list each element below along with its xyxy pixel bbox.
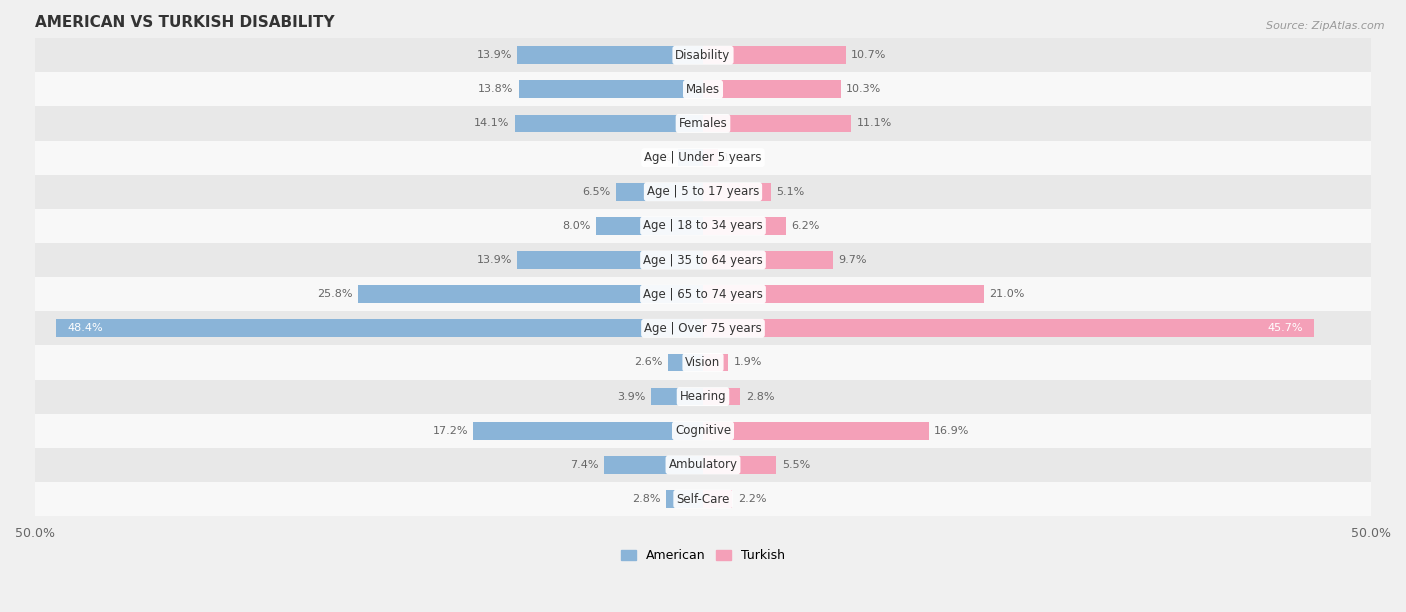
Text: Ambulatory: Ambulatory (668, 458, 738, 471)
Bar (605, 456, 703, 474)
Text: 11.1%: 11.1% (856, 119, 891, 129)
Text: Females: Females (679, 117, 727, 130)
Text: Vision: Vision (685, 356, 721, 369)
Text: 1.9%: 1.9% (644, 152, 672, 163)
Bar (703, 319, 1313, 337)
Text: Hearing: Hearing (679, 390, 727, 403)
Bar (517, 47, 703, 64)
Text: AMERICAN VS TURKISH DISABILITY: AMERICAN VS TURKISH DISABILITY (35, 15, 335, 30)
Text: 1.9%: 1.9% (734, 357, 762, 367)
Bar (703, 217, 786, 235)
Bar (678, 149, 703, 166)
Bar (665, 490, 703, 508)
Bar (703, 388, 741, 406)
Text: Cognitive: Cognitive (675, 424, 731, 437)
Bar (703, 490, 733, 508)
Bar (35, 106, 1371, 141)
Text: 5.1%: 5.1% (776, 187, 804, 196)
Bar (515, 114, 703, 132)
Text: 13.9%: 13.9% (477, 50, 512, 60)
Text: 8.0%: 8.0% (562, 221, 591, 231)
Bar (35, 174, 1371, 209)
Text: 9.7%: 9.7% (838, 255, 866, 265)
Text: Males: Males (686, 83, 720, 96)
Text: 2.8%: 2.8% (631, 494, 661, 504)
Bar (474, 422, 703, 439)
Text: 5.5%: 5.5% (782, 460, 810, 470)
Text: Age | Under 5 years: Age | Under 5 years (644, 151, 762, 164)
Text: 2.8%: 2.8% (745, 392, 775, 401)
Text: 7.4%: 7.4% (571, 460, 599, 470)
Bar (35, 345, 1371, 379)
Text: Age | Over 75 years: Age | Over 75 years (644, 322, 762, 335)
Bar (703, 80, 841, 98)
Text: 2.2%: 2.2% (738, 494, 766, 504)
Bar (668, 354, 703, 371)
Text: 16.9%: 16.9% (934, 426, 970, 436)
Bar (35, 72, 1371, 106)
Text: 10.7%: 10.7% (851, 50, 887, 60)
Bar (703, 47, 846, 64)
Bar (651, 388, 703, 406)
Bar (703, 114, 851, 132)
Bar (35, 379, 1371, 414)
Bar (35, 448, 1371, 482)
Text: 25.8%: 25.8% (318, 289, 353, 299)
Text: 2.6%: 2.6% (634, 357, 662, 367)
Bar (35, 482, 1371, 516)
Bar (359, 285, 703, 303)
Text: 21.0%: 21.0% (988, 289, 1025, 299)
Bar (35, 141, 1371, 174)
Text: Age | 35 to 64 years: Age | 35 to 64 years (643, 253, 763, 267)
Legend: American, Turkish: American, Turkish (616, 544, 790, 567)
Text: Age | 65 to 74 years: Age | 65 to 74 years (643, 288, 763, 300)
Bar (35, 209, 1371, 243)
Bar (703, 422, 929, 439)
Text: Age | 18 to 34 years: Age | 18 to 34 years (643, 219, 763, 233)
Bar (35, 312, 1371, 345)
Text: 48.4%: 48.4% (67, 323, 103, 334)
Bar (703, 251, 832, 269)
Bar (703, 149, 717, 166)
Text: 13.9%: 13.9% (477, 255, 512, 265)
Text: 10.3%: 10.3% (846, 84, 882, 94)
Bar (35, 38, 1371, 72)
Bar (616, 183, 703, 201)
Bar (35, 243, 1371, 277)
Bar (519, 80, 703, 98)
Bar (703, 183, 770, 201)
Text: 3.9%: 3.9% (617, 392, 645, 401)
Text: 6.5%: 6.5% (582, 187, 610, 196)
Text: Disability: Disability (675, 49, 731, 62)
Bar (56, 319, 703, 337)
Text: Self-Care: Self-Care (676, 493, 730, 506)
Bar (703, 456, 776, 474)
Bar (35, 414, 1371, 448)
Text: 1.1%: 1.1% (723, 152, 751, 163)
Bar (703, 354, 728, 371)
Text: Age | 5 to 17 years: Age | 5 to 17 years (647, 185, 759, 198)
Bar (703, 285, 984, 303)
Bar (596, 217, 703, 235)
Text: 17.2%: 17.2% (433, 426, 468, 436)
Bar (35, 277, 1371, 312)
Text: 13.8%: 13.8% (478, 84, 513, 94)
Bar (517, 251, 703, 269)
Text: Source: ZipAtlas.com: Source: ZipAtlas.com (1267, 21, 1385, 31)
Text: 6.2%: 6.2% (792, 221, 820, 231)
Text: 14.1%: 14.1% (474, 119, 509, 129)
Text: 45.7%: 45.7% (1267, 323, 1303, 334)
